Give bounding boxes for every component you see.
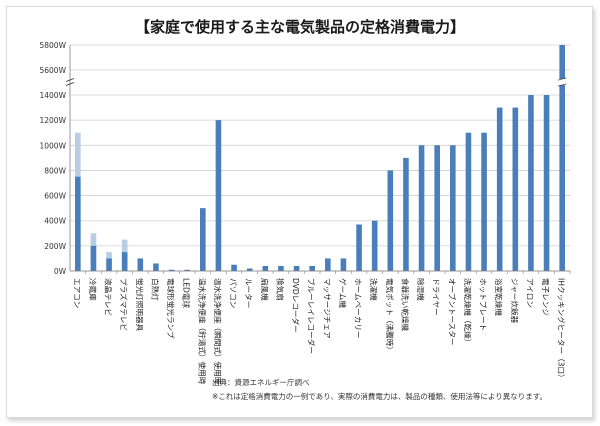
- label-layer: 0W 200W 400W 600W 800W 1000W 1200W 1400W 5600W 58…: [39, 41, 566, 385]
- category-label: ルーター: [244, 278, 253, 308]
- y-tick-label: 5600W: [39, 66, 66, 75]
- bar-break-mark: [557, 83, 567, 87]
- category-label: 温水洗浄便座（瞬間式）使用時: [213, 278, 223, 385]
- bar: [559, 45, 565, 271]
- bar: [434, 145, 440, 271]
- category-label: 除湿機: [416, 278, 426, 301]
- bar: [450, 145, 456, 271]
- bar: [356, 224, 362, 271]
- bar: [293, 265, 300, 271]
- bar: [512, 107, 519, 271]
- source-note: 出典：資源エネルギー庁調べ: [212, 377, 310, 387]
- bar-layer: [75, 45, 567, 272]
- y-tick-label: 5800W: [39, 41, 66, 50]
- grid-layer: [70, 44, 570, 272]
- bar: [528, 95, 534, 272]
- category-label: 洗濯機: [369, 278, 379, 301]
- chart-frame: [6, 6, 593, 418]
- category-label: DVDレコーダー: [291, 278, 301, 333]
- bar: [465, 132, 472, 271]
- category-label: ホットプレート: [479, 278, 488, 331]
- axis-break-mark: [65, 82, 75, 86]
- y-tick-label: 1200W: [39, 116, 66, 125]
- bar: [309, 265, 315, 271]
- y-tick-label: 600W: [44, 192, 66, 201]
- category-label: アイロン: [525, 278, 534, 308]
- chart-title: 【家庭で使用する主な電気製品の定格消費電力】: [135, 18, 465, 36]
- bar: [262, 265, 269, 271]
- category-label: パソコン: [229, 278, 238, 308]
- bar: [481, 132, 487, 271]
- category-label: 温水洗浄便座（貯湯式）使用時: [197, 278, 207, 385]
- category-label: オーブントースター: [447, 278, 457, 346]
- category-label: プラズマテレビ: [119, 278, 129, 331]
- category-label: 浴室乾燥機: [494, 278, 504, 316]
- category-label: IHクッキングヒーター（3口）: [557, 278, 567, 382]
- y-tick-label: 200W: [44, 242, 66, 251]
- category-label: ホームベーカリー: [354, 278, 363, 339]
- category-label: ブルーレイレコーダー: [307, 278, 317, 354]
- category-label: ジャー炊飯器: [510, 278, 520, 324]
- y-tick-label: 400W: [44, 217, 66, 226]
- category-label: 電球形蛍光ランプ: [166, 278, 176, 339]
- bar: [184, 269, 190, 271]
- category-label: 蛍光灯照明器具: [135, 278, 145, 332]
- bar: [215, 120, 222, 271]
- bar: [246, 268, 253, 271]
- disclaimer-note: ※これは定格消費電力の一例であり、実際の消費電力は、製品の種類、使用法等により異…: [212, 391, 547, 401]
- y-tick-label: 1000W: [39, 141, 66, 150]
- bar: [418, 145, 425, 271]
- bar: [387, 170, 394, 271]
- category-label: ドライヤー: [432, 278, 441, 316]
- bar: [543, 95, 550, 272]
- category-label: エアコン: [72, 278, 81, 308]
- category-label: 白熱灯: [150, 278, 160, 301]
- category-label: 食器洗い乾燥機: [400, 278, 410, 332]
- bar: [200, 208, 206, 271]
- bar: [106, 258, 112, 271]
- bar: [153, 263, 159, 271]
- category-label: 電子レンジ: [541, 278, 550, 316]
- category-label: 冷蔵庫: [88, 278, 98, 301]
- bar: [403, 157, 409, 271]
- category-label: 扇風機: [260, 278, 270, 301]
- category-label: 洗濯乾燥機（乾燥）: [463, 278, 473, 346]
- bar: [371, 220, 378, 271]
- y-tick-label: 800W: [44, 166, 66, 175]
- bar: [137, 258, 144, 271]
- bar: [231, 264, 237, 271]
- bar: [75, 176, 81, 271]
- bar: [340, 258, 347, 271]
- category-label: 電気ポット（沸騰時）: [385, 278, 395, 354]
- category-label: 換気扇: [275, 278, 285, 301]
- category-label: 液晶テレビ: [104, 278, 114, 316]
- bar: [325, 258, 331, 271]
- y-tick-label: 0W: [54, 267, 67, 276]
- bar: [168, 269, 175, 271]
- bar: [121, 252, 128, 271]
- bar: [496, 107, 503, 271]
- y-tick-label: 1400W: [39, 91, 66, 100]
- bar: [278, 265, 284, 271]
- bar-break: [558, 79, 566, 85]
- category-label: マッサージチェア: [322, 278, 331, 339]
- bar: [90, 245, 97, 271]
- category-label: ゲーム機: [338, 278, 348, 309]
- category-label: LED電球: [182, 278, 192, 308]
- bar-break-mark: [557, 77, 567, 81]
- axis-break-mark: [65, 78, 75, 82]
- axis-layer: [65, 45, 571, 274]
